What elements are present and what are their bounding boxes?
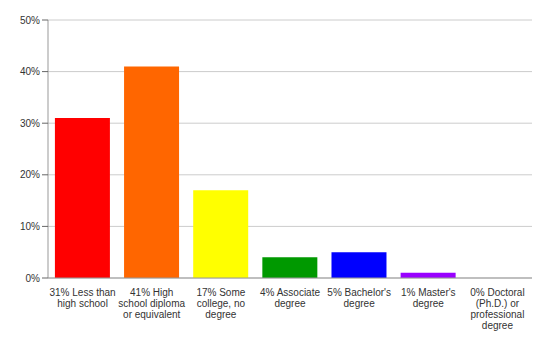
svg-text:31% Less thanhigh school: 31% Less thanhigh school	[49, 287, 115, 309]
svg-text:4% Associatedegree: 4% Associatedegree	[260, 287, 320, 309]
svg-text:5% Bachelor'sdegree: 5% Bachelor'sdegree	[327, 287, 391, 309]
svg-text:20%: 20%	[20, 169, 40, 180]
svg-text:17% Somecollege, nodegree: 17% Somecollege, nodegree	[196, 287, 245, 320]
svg-text:41% Highschool diplomaor equiv: 41% Highschool diplomaor equivalent	[118, 287, 185, 320]
svg-text:10%: 10%	[20, 221, 40, 232]
svg-text:0% Doctoral(Ph.D.) orprofessio: 0% Doctoral(Ph.D.) orprofessionaldegree	[470, 287, 524, 331]
svg-text:0%: 0%	[26, 273, 41, 284]
svg-text:1% Master'sdegree: 1% Master'sdegree	[401, 287, 456, 309]
svg-text:30%: 30%	[20, 118, 40, 129]
svg-text:40%: 40%	[20, 66, 40, 77]
svg-text:50%: 50%	[20, 15, 40, 26]
